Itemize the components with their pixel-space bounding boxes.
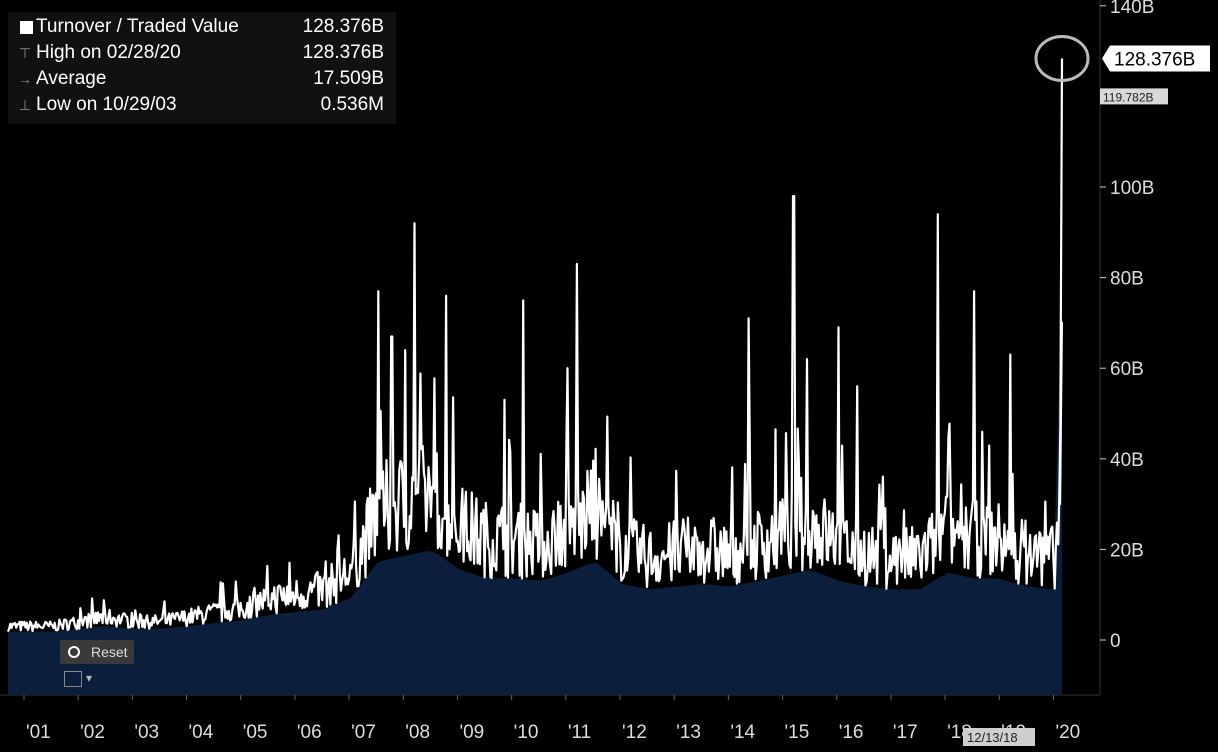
last-value-badge — [1102, 45, 1210, 72]
crosshair-value-badge — [1100, 88, 1168, 105]
y-tick-label: 80B — [1110, 269, 1144, 290]
peak-highlight-circle — [1034, 34, 1090, 82]
chart-legend: Turnover / Traded Value 128.376B ⊤ High … — [8, 12, 396, 124]
y-tick-label: 100B — [1110, 178, 1154, 199]
reset-button[interactable]: Reset — [60, 640, 134, 664]
average-marker-icon: → — [18, 71, 32, 87]
x-tick-label: '08 — [405, 722, 430, 743]
legend-high-row: ⊤ High on 02/28/20 128.376B — [8, 40, 396, 66]
legend-average-label: Average — [36, 68, 107, 89]
x-tick-label: '04 — [189, 722, 214, 743]
y-tick-label: 40B — [1110, 450, 1144, 471]
last-value-label: 128.376B — [1114, 49, 1195, 70]
legend-high-value: 128.376B — [302, 42, 384, 63]
x-tick-label: '07 — [351, 722, 376, 743]
legend-low-row: ⊥ Low on 10/29/03 0.536M — [8, 92, 396, 118]
y-tick-label: 140B — [1110, 0, 1154, 18]
chevron-down-icon: ▾ — [86, 671, 93, 685]
x-tick-label: '17 — [893, 722, 918, 743]
series-line — [6, 58, 1064, 633]
y-tick-label: 60B — [1110, 359, 1144, 380]
reset-icon — [68, 646, 80, 658]
legend-average-row: → Average 17.509B — [8, 66, 396, 92]
x-tick-label: '16 — [839, 722, 864, 743]
legend-title-row: Turnover / Traded Value 128.376B — [8, 14, 396, 40]
chart-type-dropdown[interactable]: ▾ — [62, 668, 102, 690]
x-tick-label: '05 — [243, 722, 268, 743]
line-chart-icon — [64, 671, 82, 687]
line-layer — [6, 58, 1064, 633]
x-tick-label: '01 — [26, 722, 51, 743]
legend-series-name: Turnover / Traded Value — [36, 16, 239, 37]
crosshair-date-label: 12/13/18 — [967, 730, 1018, 745]
high-marker-icon: ⊤ — [18, 45, 32, 61]
crosshair-value-label: 119.782B — [1103, 90, 1154, 104]
legend-series-value: 128.376B — [302, 16, 384, 37]
x-tick-label: '14 — [730, 722, 755, 743]
legend-average-value: 17.509B — [313, 68, 384, 89]
x-tick-label: '06 — [297, 722, 322, 743]
legend-low-label: Low on 10/29/03 — [36, 94, 177, 115]
x-tick-label: '11 — [568, 722, 591, 743]
low-marker-icon: ⊥ — [18, 97, 32, 113]
x-tick-label: '12 — [622, 722, 647, 743]
overlay-layer: 128.376B 119.782B 12/13/18 — [963, 34, 1210, 746]
x-tick-label: '13 — [676, 722, 701, 743]
y-tick-label: 0 — [1110, 631, 1121, 652]
y-axis: 0 20B 40B 60B 80B 100B 140B — [1100, 0, 1154, 652]
x-tick-label: '02 — [80, 722, 105, 743]
legend-low-value: 0.536M — [320, 94, 384, 115]
x-tick-label: '15 — [785, 722, 810, 743]
reset-label: Reset — [91, 644, 128, 660]
x-tick-label: '03 — [134, 722, 159, 743]
area-layer — [8, 279, 1062, 695]
series-area — [8, 279, 1062, 695]
x-tick-label: '10 — [514, 722, 539, 743]
legend-high-label: High on 02/28/20 — [36, 42, 181, 63]
crosshair-date-badge — [963, 728, 1035, 746]
x-tick-label: '09 — [459, 722, 484, 743]
x-tick-label: '20 — [1055, 722, 1080, 743]
y-tick-label: 20B — [1110, 540, 1144, 561]
legend-swatch — [20, 21, 33, 34]
